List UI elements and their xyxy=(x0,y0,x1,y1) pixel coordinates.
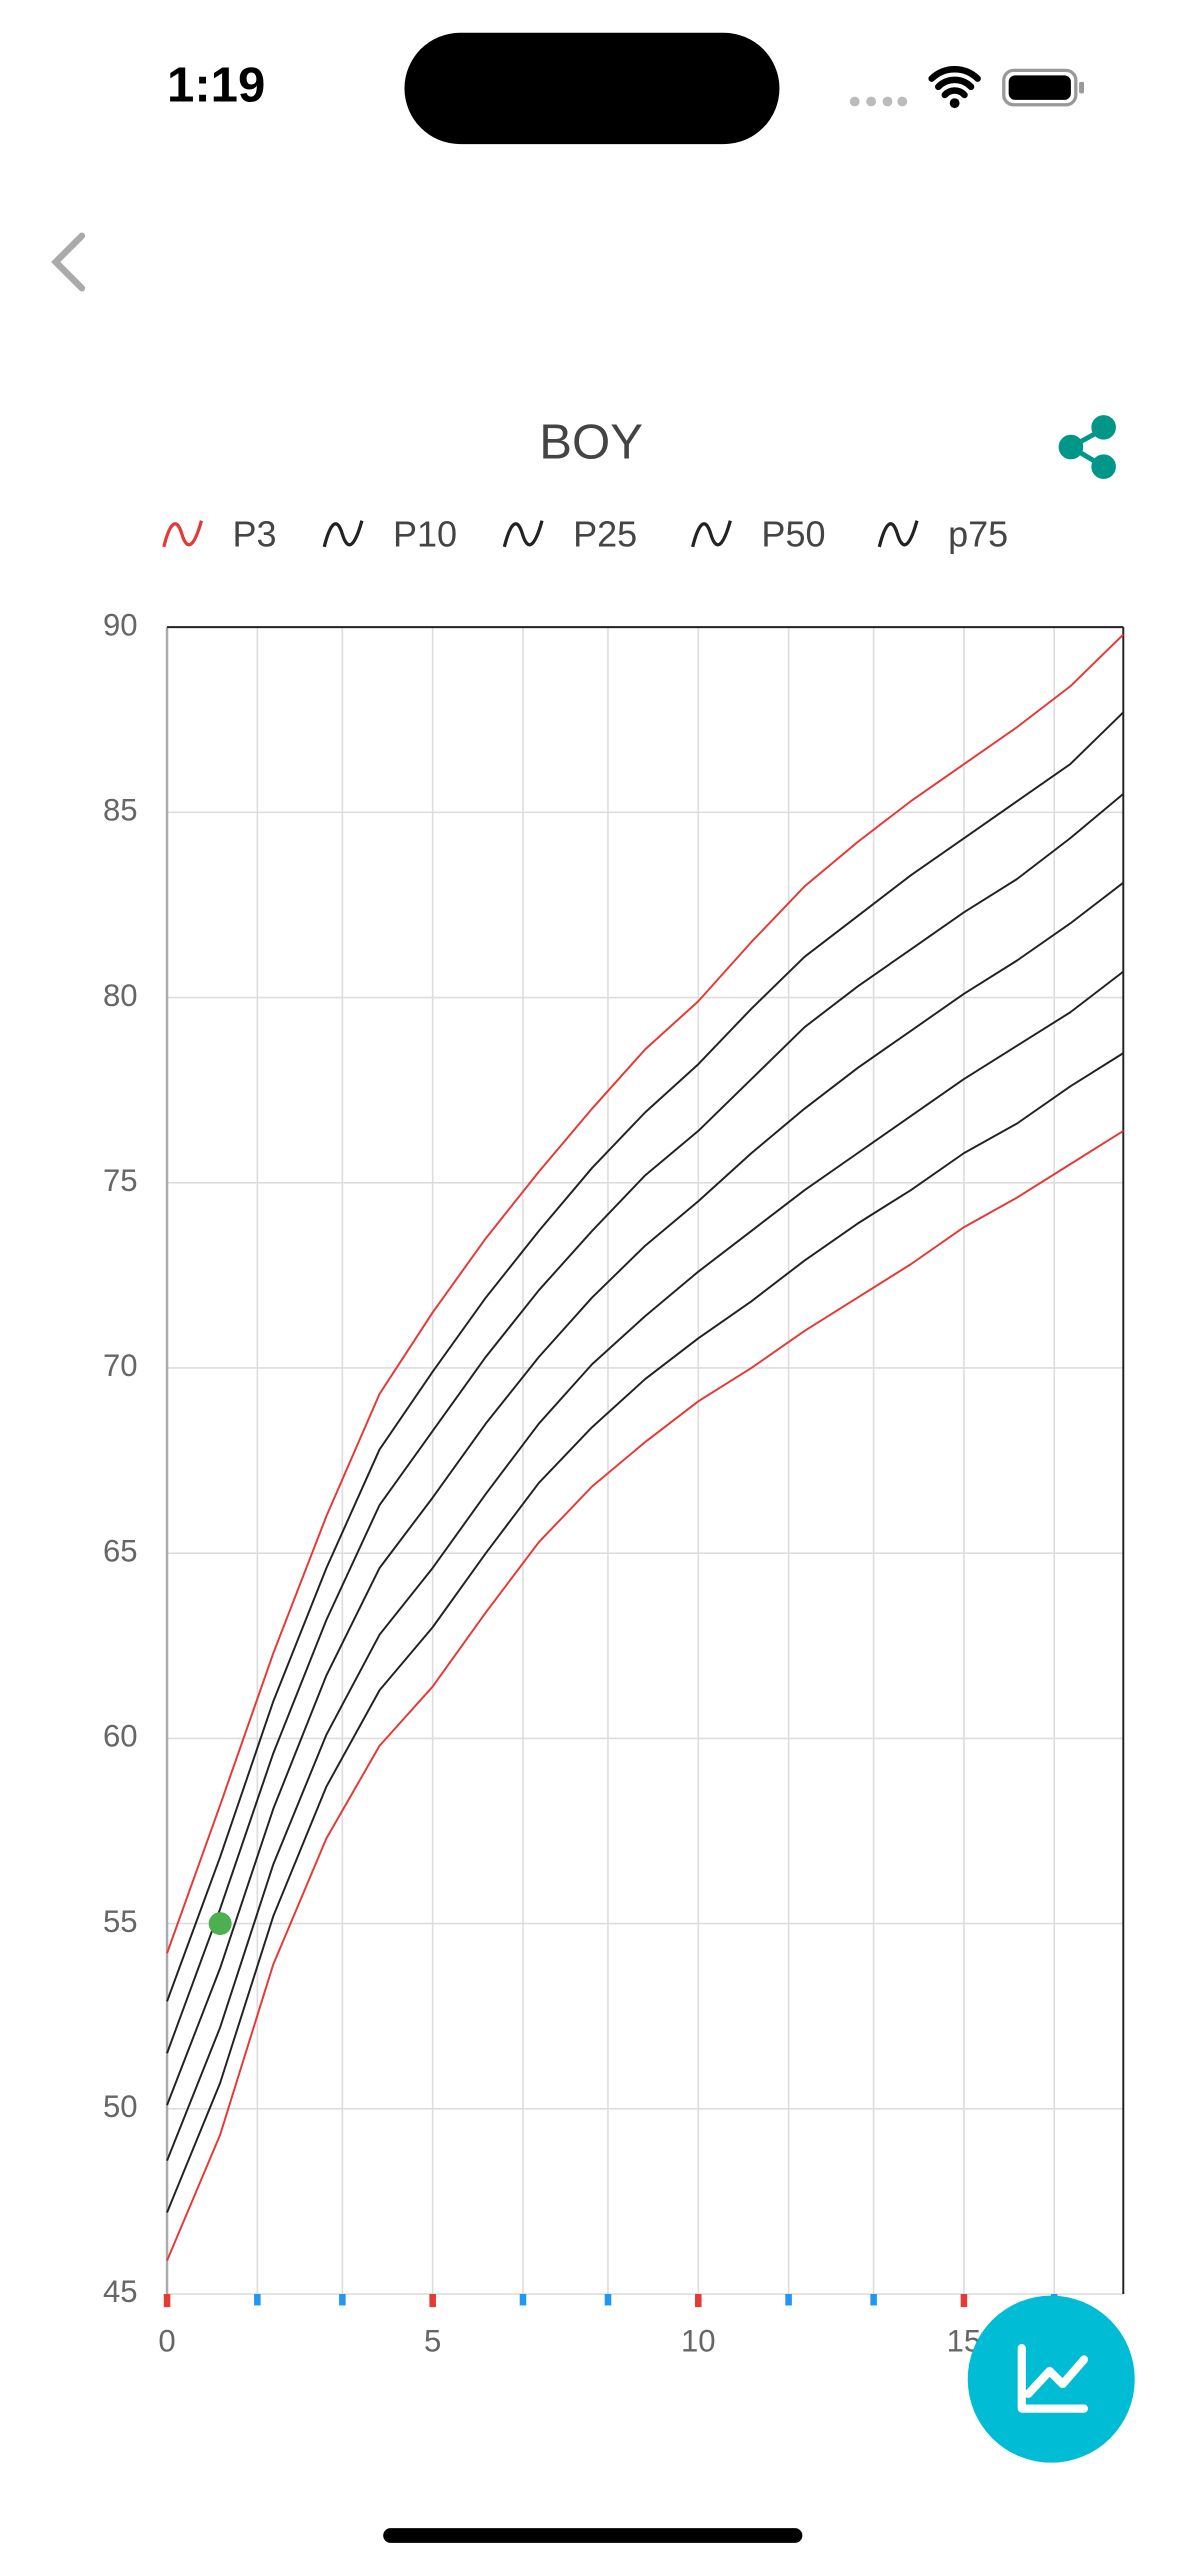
y-tick-label: 90 xyxy=(103,607,138,642)
y-tick-label: 80 xyxy=(103,978,138,1013)
y-tick-label: 45 xyxy=(103,2274,138,2309)
y-tick-label: 60 xyxy=(103,1719,138,1754)
status-time: 1:19 xyxy=(167,58,265,112)
legend-icon xyxy=(322,520,364,548)
y-tick-label: 65 xyxy=(103,1533,138,1568)
legend-label: P50 xyxy=(761,514,825,555)
y-tick-label: 75 xyxy=(103,1163,138,1198)
percentile-line xyxy=(166,793,1124,2054)
y-tick-label: 70 xyxy=(103,1348,138,1383)
measurement-point xyxy=(208,1912,232,1936)
percentile-line xyxy=(166,1130,1124,2262)
legend-icon xyxy=(877,520,919,548)
share-button[interactable] xyxy=(1058,415,1116,479)
chart-title: BOY xyxy=(539,415,643,469)
back-button[interactable] xyxy=(51,232,86,292)
percentile-line xyxy=(166,1052,1124,2213)
percentile-line xyxy=(166,711,1124,2002)
y-tick-label: 50 xyxy=(103,2089,138,2124)
legend-label: P25 xyxy=(573,514,637,555)
legend-icon xyxy=(502,520,544,548)
legend-label: P3 xyxy=(233,514,277,555)
home-indicator xyxy=(383,2528,803,2543)
percentile-line xyxy=(166,881,1124,2106)
legend-label: P10 xyxy=(393,514,457,555)
status-icons xyxy=(849,66,1084,109)
x-tick-label: 10 xyxy=(681,2323,716,2358)
fab[interactable] xyxy=(967,2295,1135,2463)
percentile-line xyxy=(166,970,1124,2162)
legend-label: p75 xyxy=(948,514,1008,555)
legend-icon xyxy=(162,520,204,548)
x-tick-label: 0 xyxy=(158,2323,175,2358)
y-tick-label: 85 xyxy=(103,793,138,828)
percentile-line xyxy=(166,633,1124,1954)
x-tick-label: 5 xyxy=(424,2323,441,2358)
dynamic-island xyxy=(404,32,780,145)
y-tick-label: 55 xyxy=(103,1904,138,1939)
legend-icon xyxy=(691,520,732,548)
